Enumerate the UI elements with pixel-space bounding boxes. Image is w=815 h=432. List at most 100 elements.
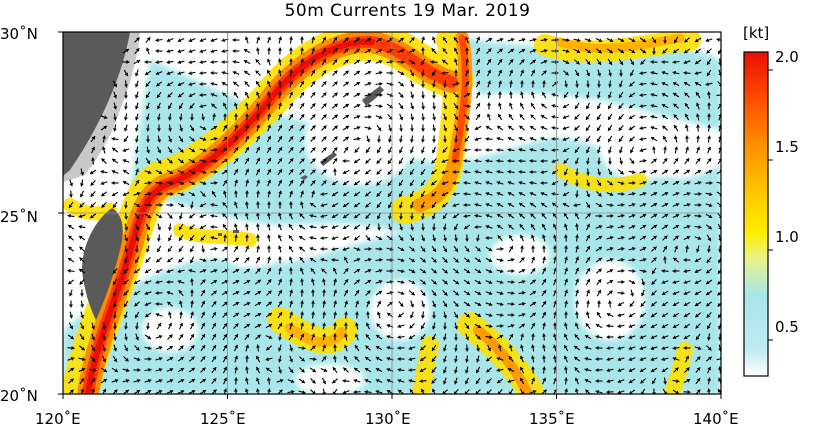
current-arrowhead: [672, 280, 677, 285]
current-arrowhead: [477, 313, 482, 317]
current-arrowhead: [510, 37, 515, 42]
current-arrowhead: [322, 92, 327, 96]
current-arrowhead: [466, 302, 470, 306]
current-arrowhead: [564, 333, 568, 338]
current-arrowhead: [442, 203, 446, 208]
map-title: 50m Currents 19 Mar. 2019: [284, 1, 531, 21]
current-arrowhead: [245, 355, 249, 359]
current-arrowhead: [464, 225, 468, 230]
current-arrowhead: [311, 180, 316, 184]
current-arrowhead: [256, 91, 260, 96]
current-arrowhead: [662, 115, 666, 119]
current-arrowhead: [420, 357, 424, 361]
current-arrowhead: [157, 128, 161, 132]
current-arrowhead: [289, 334, 293, 338]
current-arrowhead: [410, 237, 414, 241]
current-arrowhead: [386, 345, 390, 350]
current-arrowhead: [529, 192, 534, 196]
current-arrowhead: [706, 337, 711, 341]
current-arrowhead: [223, 125, 227, 129]
current-arrowhead: [452, 203, 457, 208]
current-arrowhead: [685, 146, 690, 151]
current-arrowhead: [367, 49, 371, 53]
current-arrowhead: [442, 347, 447, 352]
current-arrowhead: [156, 238, 161, 242]
current-arrowhead: [345, 81, 349, 86]
current-arrowhead: [422, 280, 426, 285]
current-arrowhead: [102, 358, 106, 363]
current-arrowhead: [354, 149, 359, 153]
current-arrowhead: [331, 214, 336, 218]
current-arrowhead: [266, 212, 271, 216]
current-arrowhead: [332, 192, 336, 196]
current-arrowhead: [210, 214, 214, 218]
current-arrowhead: [532, 390, 537, 394]
current-arrowhead: [345, 136, 349, 141]
current-arrowhead: [520, 69, 524, 74]
current-arrowhead: [708, 356, 712, 361]
current-arrowhead: [255, 377, 260, 382]
current-arrowhead: [695, 302, 699, 306]
current-arrowhead: [356, 269, 360, 273]
current-arrowhead: [420, 216, 425, 220]
current-arrowhead: [356, 48, 360, 53]
current-arrowhead: [466, 280, 470, 284]
current-arrowhead: [531, 103, 535, 107]
current-arrowhead: [661, 269, 665, 273]
current-arrowhead: [650, 335, 655, 339]
current-arrowhead: [486, 379, 490, 384]
current-arrowhead: [553, 245, 557, 249]
current-arrowhead: [356, 115, 361, 119]
current-arrowhead: [476, 335, 481, 340]
current-arrowhead: [124, 216, 129, 220]
current-arrowhead: [322, 48, 326, 52]
current-arrowhead: [575, 377, 579, 382]
current-arrowhead: [233, 223, 238, 228]
current-arrowhead: [629, 379, 633, 383]
current-arrowhead: [289, 278, 294, 282]
current-arrowhead: [300, 103, 305, 107]
current-arrowhead: [510, 49, 514, 53]
y-tick-25n: 25˚N: [0, 208, 38, 226]
plot-area: [63, 32, 721, 394]
current-arrowhead: [212, 345, 216, 349]
current-arrowhead: [388, 204, 392, 209]
current-arrowhead: [135, 314, 139, 318]
current-arrowhead: [520, 366, 524, 371]
current-arrowhead: [575, 105, 579, 109]
current-arrowhead: [485, 159, 489, 163]
current-arrowhead: [452, 148, 457, 152]
current-arrowhead: [475, 390, 480, 394]
current-arrowhead: [454, 314, 458, 318]
current-arrowhead: [532, 49, 537, 53]
current-arrowhead: [214, 246, 218, 251]
current-arrowhead: [234, 124, 239, 129]
current-arrowhead: [398, 139, 403, 143]
current-arrowhead: [520, 257, 525, 261]
current-arrowhead: [102, 388, 106, 393]
current-arrowhead: [398, 204, 403, 209]
current-arrowhead: [112, 128, 117, 132]
current-arrowhead: [465, 336, 470, 341]
current-arrow: [716, 358, 721, 361]
current-arrowhead: [598, 268, 602, 273]
current-arrowhead: [123, 314, 128, 319]
current-arrowhead: [102, 337, 107, 341]
current-arrowhead: [684, 38, 688, 43]
current-arrowhead: [617, 379, 622, 383]
current-arrowhead: [519, 224, 524, 228]
current-arrowhead: [157, 226, 162, 231]
current-arrowhead: [367, 37, 371, 42]
current-arrowhead: [80, 336, 84, 340]
current-arrowhead: [672, 291, 677, 295]
current-arrowhead: [178, 290, 183, 294]
current-arrowhead: [485, 236, 489, 240]
current-arrowhead: [496, 203, 501, 207]
current-arrowhead: [441, 192, 446, 196]
current-arrowhead: [496, 192, 501, 196]
current-arrowhead: [586, 182, 591, 187]
current-arrowhead: [201, 345, 206, 349]
current-arrowhead: [454, 337, 458, 341]
current-arrowhead: [278, 370, 283, 374]
current-arrowhead: [530, 91, 535, 96]
